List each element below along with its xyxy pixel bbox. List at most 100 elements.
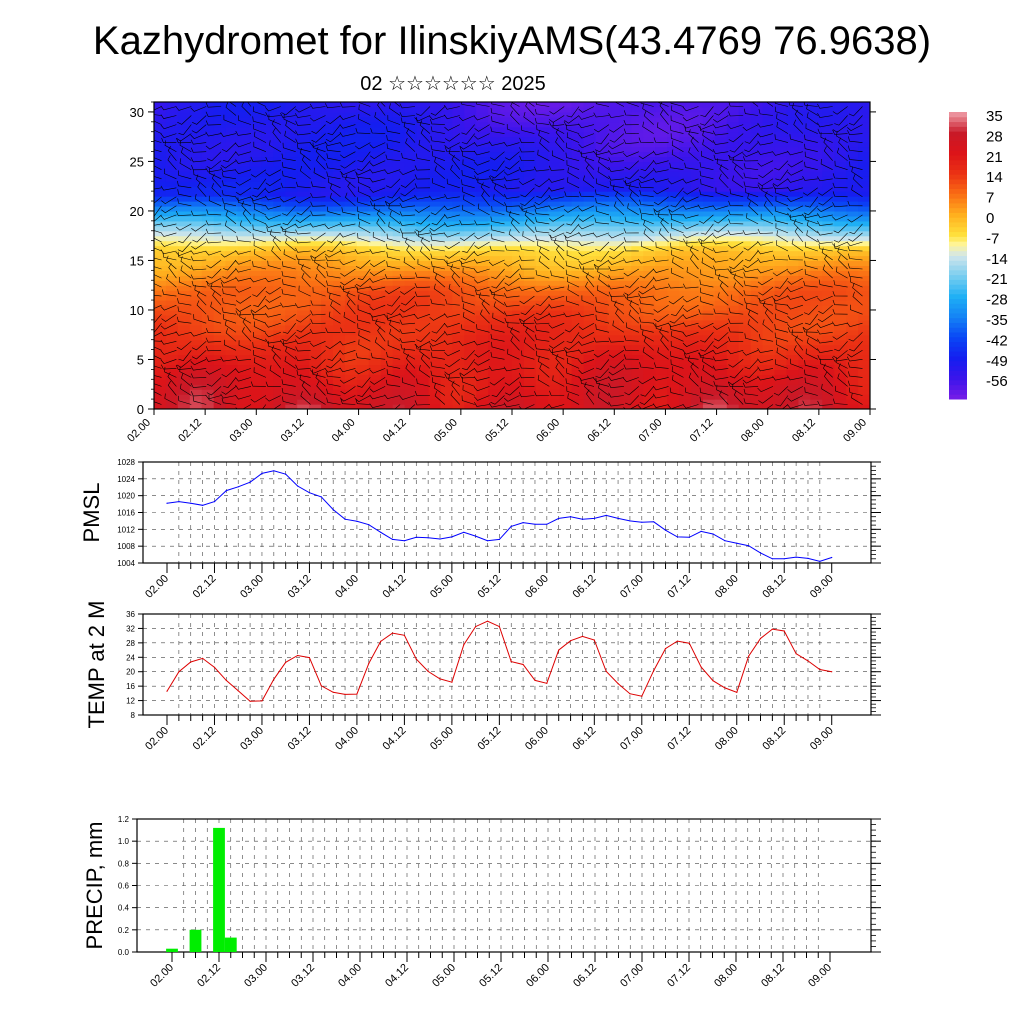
heatmap-cell [488, 131, 501, 138]
heatmap-cell [189, 260, 203, 266]
wind-barb [462, 311, 475, 324]
heatmap-cell [714, 260, 728, 266]
heatmap-cell [750, 245, 764, 252]
heatmap-cell [273, 339, 286, 346]
heatmap-cell [154, 186, 167, 192]
wind-barb [638, 182, 654, 189]
heatmap-cell [547, 201, 561, 207]
wind-barb [668, 209, 684, 216]
heatmap-cell [762, 225, 776, 232]
heatmap-cell [213, 374, 227, 380]
heatmap-cell [177, 260, 191, 266]
heatmap-cell [810, 305, 823, 311]
wind-barb [640, 102, 654, 107]
wind-barb [533, 166, 550, 172]
heatmap-cell [679, 349, 692, 356]
wind-barb [154, 176, 162, 180]
wind-barb [339, 142, 356, 147]
wind-barb [700, 287, 714, 297]
wind-barb [160, 322, 177, 330]
heatmap-cell [416, 379, 430, 385]
heatmap-cell [547, 230, 561, 237]
heatmap-cell [631, 196, 644, 202]
heatmap-cell [285, 116, 298, 123]
heatmap-cell [512, 146, 525, 153]
wind-barb [446, 178, 460, 189]
heatmap-cell [643, 354, 656, 361]
heatmap-cell [368, 225, 382, 232]
heatmap-cell [309, 111, 322, 118]
wind-barb [205, 120, 222, 126]
heatmap-cell [858, 329, 870, 336]
heatmap-cell [201, 324, 215, 331]
heatmap-cell [380, 285, 394, 291]
heatmap-cell [249, 176, 262, 182]
heatmap-cell [500, 260, 513, 266]
wind-barb [192, 232, 207, 243]
heatmap-cell [154, 215, 167, 222]
heatmap-cell [177, 354, 191, 361]
heatmap-cell [523, 314, 537, 321]
heatmap-cell [738, 141, 752, 148]
wind-barb [399, 319, 416, 325]
heatmap-cell [464, 186, 477, 192]
heatmap-cell [702, 191, 716, 197]
wind-barb [448, 148, 460, 161]
heatmap-cell [834, 329, 847, 336]
heatmap-cell [523, 126, 537, 133]
heatmap-cell [762, 394, 776, 400]
wind-barb [490, 395, 505, 405]
wind-barb [252, 187, 267, 198]
wind-barb [220, 167, 237, 172]
heatmap-cell [547, 250, 561, 257]
wind-barb [581, 295, 595, 306]
heatmap-cell [500, 240, 513, 247]
heatmap-cell [822, 305, 835, 311]
heatmap-cell [440, 126, 453, 133]
heatmap-cell [559, 270, 573, 276]
heatmap-cell [583, 305, 597, 311]
heatmap-cell [225, 344, 239, 351]
heatmap-cell [440, 116, 453, 123]
heatmap-cell [452, 404, 465, 409]
wind-barb [399, 220, 416, 226]
heatmap-cell [201, 201, 215, 207]
wind-barb [683, 238, 699, 244]
wind-barb [339, 169, 356, 176]
wind-barb [429, 230, 445, 236]
heatmap-cell [297, 374, 310, 380]
heatmap-cell [774, 225, 788, 232]
wind-barb [354, 142, 371, 150]
heatmap-cell [571, 344, 585, 351]
heatmap-cell [738, 156, 752, 163]
heatmap-cell [810, 295, 823, 301]
wind-barb [473, 376, 490, 381]
wind-barb [689, 245, 699, 261]
wind-barb [401, 152, 416, 161]
heatmap-cell [714, 166, 728, 172]
wind-barb [624, 335, 639, 342]
heatmap-cell [488, 324, 501, 331]
heatmap-cell [702, 404, 716, 409]
heatmap-cell [512, 295, 525, 301]
heatmap-cell [786, 196, 799, 202]
heatmap-cell [810, 275, 823, 281]
wind-barb [593, 232, 610, 238]
heatmap-cell [798, 389, 811, 395]
heatmap-cell [858, 230, 870, 237]
heatmap-cell [607, 141, 620, 148]
heatmap-cell [631, 225, 644, 232]
heatmap-cell [154, 111, 167, 118]
wind-barb [595, 197, 610, 207]
heatmap-cell [512, 106, 525, 113]
wind-barb [536, 187, 550, 199]
heatmap-cell [667, 151, 680, 158]
heatmap-cell [213, 379, 227, 385]
heatmap-cell [738, 359, 752, 366]
heatmap-cell [333, 280, 346, 286]
wind-barb [206, 281, 222, 288]
heatmap-cell [344, 344, 358, 351]
heatmap-cell [321, 394, 334, 400]
heatmap-cell [225, 309, 239, 316]
heatmap-cell [452, 146, 465, 153]
